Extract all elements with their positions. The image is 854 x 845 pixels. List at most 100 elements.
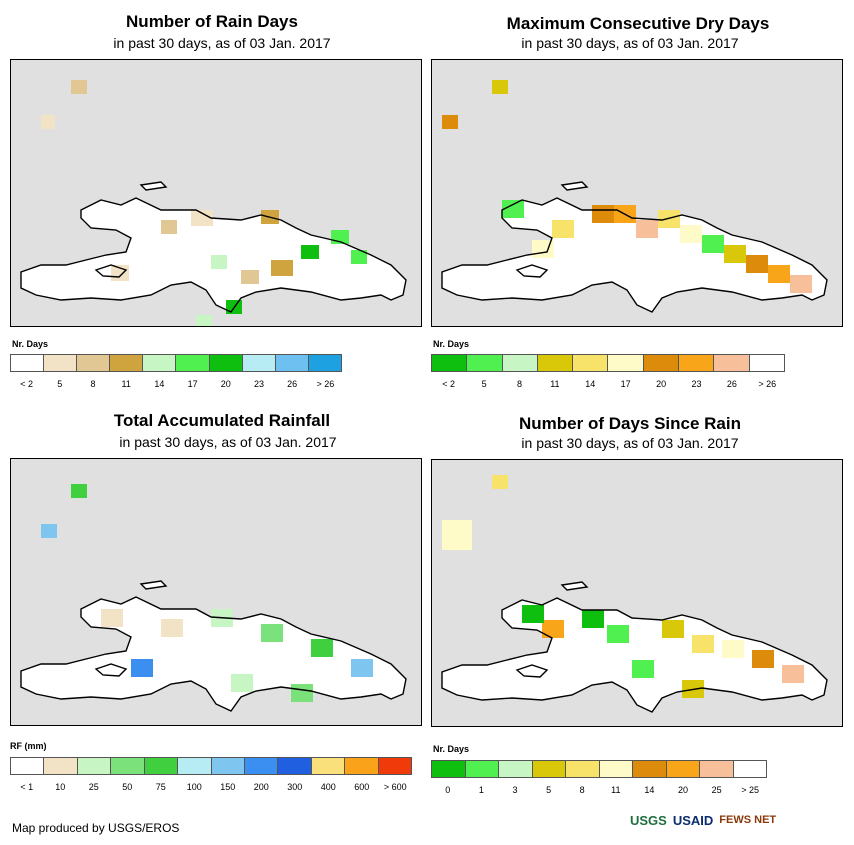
legend-label: > 26 xyxy=(316,379,335,389)
grid-cell xyxy=(592,205,614,223)
panel2-title: Maximum Consecutive Dry Days xyxy=(506,14,770,33)
panel1-legend-labels: < 2 5 8 11 14 17 20 23 26 > 26 xyxy=(10,379,342,391)
grid-cell xyxy=(658,210,680,228)
legend-label: 8 xyxy=(90,379,96,389)
panel3-legend-title: RF (mm) xyxy=(10,741,47,751)
legend-label: 10 xyxy=(55,782,66,792)
legend-swatch xyxy=(378,758,412,774)
grid-cell xyxy=(782,665,804,683)
legend-label: > 25 xyxy=(741,785,760,795)
legend-label: 100 xyxy=(186,782,202,792)
legend-swatch xyxy=(44,355,78,371)
legend-label: 26 xyxy=(726,379,737,389)
legend-label: < 2 xyxy=(442,379,456,389)
legend-label: < 2 xyxy=(20,379,33,389)
legend-swatch xyxy=(432,761,466,777)
land-fill xyxy=(562,582,587,590)
grid-cell xyxy=(522,605,544,623)
panel2-legend-title: Nr. Days xyxy=(433,339,470,349)
legend-label: 23 xyxy=(253,379,265,389)
legend-swatch xyxy=(77,758,112,774)
legend-swatch xyxy=(502,355,538,371)
legend-swatch xyxy=(714,355,750,371)
legend-label: 23 xyxy=(691,379,702,389)
legend-swatch xyxy=(465,761,499,777)
legend-swatch xyxy=(749,355,784,371)
legend-swatch xyxy=(537,355,574,371)
legend-label: 5 xyxy=(57,379,63,389)
panel2-legend-bar xyxy=(431,354,785,372)
coastline xyxy=(139,580,168,590)
grid-cell xyxy=(41,524,57,538)
legend-swatch xyxy=(599,761,633,777)
usaid-logo: USAID xyxy=(672,812,714,828)
panel4-legend-title: Nr. Days xyxy=(433,744,470,754)
grid-cell xyxy=(542,620,564,638)
panel1-subtitle: in past 30 days, as of 03 Jan. 2017 xyxy=(113,35,331,51)
grid-cell xyxy=(291,684,313,702)
grid-cell xyxy=(351,659,373,677)
legend-label: 20 xyxy=(220,379,231,389)
legend-swatch xyxy=(345,758,379,774)
coastline xyxy=(441,597,828,713)
legend-swatch xyxy=(244,758,279,774)
legend-swatch xyxy=(700,761,734,777)
legend-swatch xyxy=(11,355,45,371)
grid-cell xyxy=(680,225,702,243)
grid-cell xyxy=(692,635,714,653)
panel3-legend-labels: < 1 10 25 50 75 100 150 200 300 400 600 > 600 xyxy=(10,782,412,794)
grid-cell xyxy=(722,640,744,658)
grid-cell xyxy=(724,245,746,263)
coastline xyxy=(20,197,407,313)
legend-swatch xyxy=(176,355,210,371)
legend-label: 17 xyxy=(620,379,631,389)
logo-strip: USGS USAID FEWS NET xyxy=(630,806,776,834)
land-fill xyxy=(562,182,587,190)
grid-cell xyxy=(211,255,227,269)
grid-cell xyxy=(442,115,458,129)
grid-cell xyxy=(492,80,508,94)
legend-label: 25 xyxy=(88,782,99,792)
fewsnet-logo: FEWS NET xyxy=(719,814,777,826)
grid-cell xyxy=(636,220,658,238)
legend-label: 17 xyxy=(187,379,198,389)
map-svg xyxy=(20,484,407,712)
grid-cell xyxy=(582,610,604,628)
legend-swatch xyxy=(178,758,212,774)
legend-label: 75 xyxy=(155,782,166,792)
grid-cell xyxy=(161,220,177,234)
legend-swatch xyxy=(111,758,145,774)
days-since-rain-map xyxy=(431,459,843,727)
legend-swatch xyxy=(532,761,566,777)
coastline xyxy=(515,264,549,278)
legend-swatch xyxy=(608,355,644,371)
legend-swatch xyxy=(209,355,243,371)
legend-label: 11 xyxy=(121,379,131,389)
grid-cell xyxy=(702,235,724,253)
legend-swatch xyxy=(573,355,609,371)
legend-swatch xyxy=(499,761,533,777)
coastline xyxy=(515,664,549,678)
legend-swatch xyxy=(643,355,680,371)
legend-swatch xyxy=(77,355,111,371)
grid-cell xyxy=(746,255,768,273)
map-svg xyxy=(20,80,407,326)
panel4-legend-bar xyxy=(431,760,767,778)
legend-swatch xyxy=(242,355,276,371)
coastline xyxy=(94,663,128,677)
legend-swatch xyxy=(733,761,766,777)
panel1-title: Number of Rain Days xyxy=(126,12,298,31)
grid-cell xyxy=(261,624,283,642)
grid-cell xyxy=(191,210,213,226)
grid-cell xyxy=(161,619,183,637)
dry-days-map xyxy=(431,59,843,327)
grid-cell xyxy=(71,484,87,498)
legend-swatch xyxy=(275,355,309,371)
map-svg xyxy=(441,475,828,713)
grid-cell xyxy=(301,245,319,259)
grid-cell xyxy=(101,609,123,627)
grid-cell xyxy=(196,315,212,326)
panel1-legend-title: Nr. Days xyxy=(12,339,49,349)
legend-label: 150 xyxy=(220,782,236,792)
legend-label: 11 xyxy=(611,785,621,795)
